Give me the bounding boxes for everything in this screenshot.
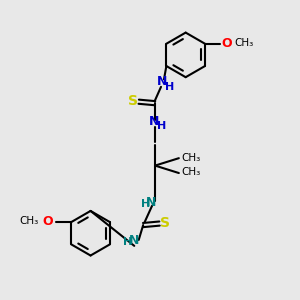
Text: CH₃: CH₃ (19, 217, 39, 226)
Text: N: N (157, 75, 168, 88)
Text: N: N (146, 196, 157, 209)
Text: CH₃: CH₃ (182, 167, 201, 177)
Text: H: H (157, 121, 166, 131)
Text: CH₃: CH₃ (235, 38, 254, 48)
Text: N: N (128, 234, 139, 247)
Text: O: O (43, 215, 53, 228)
Text: H: H (123, 237, 132, 247)
Text: S: S (128, 94, 138, 108)
Text: CH₃: CH₃ (182, 153, 201, 163)
Text: S: S (160, 216, 170, 230)
Text: N: N (149, 115, 160, 128)
Text: O: O (221, 37, 232, 50)
Text: H: H (165, 82, 174, 92)
Text: H: H (141, 199, 150, 208)
